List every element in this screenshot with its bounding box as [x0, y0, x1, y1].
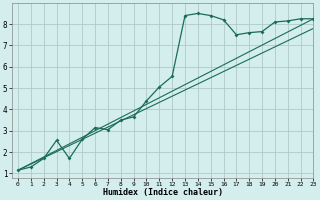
X-axis label: Humidex (Indice chaleur): Humidex (Indice chaleur) — [102, 188, 222, 197]
